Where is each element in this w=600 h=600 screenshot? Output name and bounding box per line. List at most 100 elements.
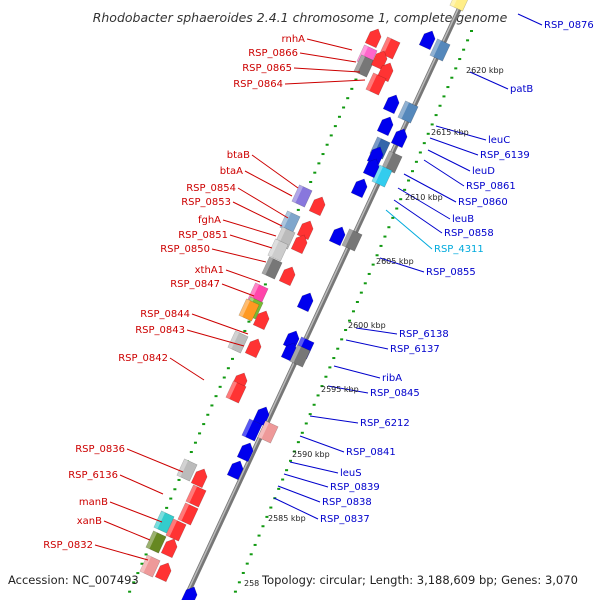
track-dot	[128, 590, 132, 593]
gene-box[interactable]	[176, 458, 198, 482]
gene-box[interactable]	[267, 238, 289, 262]
right-leader-line	[289, 461, 339, 474]
track-dot	[395, 207, 399, 210]
left-leader-line	[306, 38, 353, 51]
right-gene-label[interactable]: leuS	[340, 468, 362, 479]
gene-arrow[interactable]	[390, 126, 409, 149]
gene-box[interactable]	[238, 298, 260, 322]
gene-arrow[interactable]	[290, 232, 309, 255]
left-gene-label[interactable]: RSP_0854	[186, 183, 236, 194]
gene-arrow[interactable]	[296, 218, 315, 241]
gene-arrow[interactable]	[418, 28, 437, 51]
left-gene-label[interactable]: manB	[79, 497, 108, 508]
right-gene-label[interactable]: RSP_0861	[466, 181, 516, 192]
gene-arrow[interactable]	[364, 26, 383, 49]
gene-box[interactable]	[257, 420, 279, 444]
gene-box[interactable]	[261, 256, 283, 280]
gene-arrow[interactable]	[252, 404, 271, 427]
gene-box[interactable]	[177, 502, 199, 526]
left-gene-label[interactable]: RSP_0865	[242, 63, 292, 74]
gene-arrow[interactable]	[190, 466, 209, 489]
track-dot	[342, 106, 346, 109]
left-gene-label[interactable]: xanB	[77, 516, 102, 527]
right-gene-label[interactable]: RSP_0841	[346, 447, 396, 458]
right-gene-label[interactable]: leuC	[488, 135, 510, 146]
track-dot	[237, 581, 241, 584]
right-gene-label[interactable]: RSP_0837	[320, 514, 370, 525]
left-gene-label[interactable]: fghA	[198, 215, 221, 226]
gene-arrow[interactable]	[252, 308, 271, 331]
gene-arrow[interactable]	[180, 584, 199, 600]
right-gene-label[interactable]: RSP_0839	[330, 482, 380, 493]
left-leader-line	[244, 170, 293, 197]
gene-box[interactable]	[397, 100, 419, 124]
gene-box[interactable]	[139, 554, 161, 578]
right-leader-line	[277, 485, 321, 503]
gene-arrow[interactable]	[350, 176, 369, 199]
right-gene-label[interactable]: RSP_6138	[399, 329, 449, 340]
gene-arrow[interactable]	[154, 560, 173, 583]
right-gene-label[interactable]: RSP_0855	[426, 267, 476, 278]
track-dot	[202, 423, 206, 426]
left-gene-label[interactable]: RSP_6136	[68, 470, 118, 481]
gene-arrow[interactable]	[226, 458, 245, 481]
right-gene-label[interactable]: leuD	[472, 166, 495, 177]
right-gene-label[interactable]: RSP_6139	[480, 150, 530, 161]
gene-box[interactable]	[341, 228, 363, 252]
left-gene-label[interactable]: RSP_0853	[181, 197, 231, 208]
right-gene-label[interactable]: patB	[510, 84, 533, 95]
right-gene-label[interactable]: RSP_6212	[360, 418, 410, 429]
right-gene-label[interactable]: RSP_0845	[370, 388, 420, 399]
right-gene-label[interactable]: RSP_0838	[322, 497, 372, 508]
track-dot	[355, 300, 359, 303]
gene-arrow[interactable]	[370, 48, 389, 71]
track-dot	[407, 179, 411, 182]
track-dot	[243, 329, 247, 332]
gene-arrow[interactable]	[308, 194, 327, 217]
right-leader-line	[355, 327, 398, 335]
right-gene-label[interactable]: RSP_0858	[444, 228, 494, 239]
gene-arrow[interactable]	[362, 156, 381, 179]
gene-arrow[interactable]	[382, 92, 401, 115]
left-gene-label[interactable]: RSP_0842	[118, 353, 168, 364]
gene-arrow[interactable]	[278, 264, 297, 287]
left-gene-label[interactable]: RSP_0843	[135, 325, 185, 336]
right-gene-label[interactable]: RSP_6137	[390, 344, 440, 355]
left-gene-label[interactable]: RSP_0844	[140, 309, 190, 320]
gene-box[interactable]	[145, 530, 167, 554]
gene-box[interactable]	[449, 0, 471, 12]
gene-arrow[interactable]	[244, 336, 263, 359]
left-gene-label[interactable]: btaA	[220, 166, 243, 177]
right-gene-label[interactable]: leuB	[452, 214, 474, 225]
left-gene-label[interactable]: RSP_0847	[170, 279, 220, 290]
gene-box[interactable]	[365, 72, 387, 96]
left-gene-label[interactable]: RSP_0851	[178, 230, 228, 241]
gene-box[interactable]	[185, 484, 207, 508]
gene-box[interactable]	[227, 330, 249, 354]
right-gene-label[interactable]: ribA	[382, 373, 402, 384]
gene-box[interactable]	[225, 380, 247, 404]
left-gene-label[interactable]: RSP_0866	[248, 48, 298, 59]
right-gene-label[interactable]: RSP_4311	[434, 244, 484, 255]
gene-arrow[interactable]	[296, 290, 315, 313]
left-gene-label[interactable]: btaB	[227, 150, 250, 161]
left-gene-label[interactable]: RSP_0850	[160, 244, 210, 255]
left-gene-label[interactable]: xthA1	[195, 265, 224, 276]
gene-box[interactable]	[165, 518, 187, 542]
left-gene-label[interactable]: rnhA	[282, 34, 306, 45]
gene-box[interactable]	[429, 38, 451, 62]
gene-arrow[interactable]	[328, 224, 347, 247]
gene-box[interactable]	[241, 418, 263, 442]
gene-box[interactable]	[291, 184, 313, 208]
gene-box[interactable]	[153, 510, 175, 534]
left-gene-label[interactable]: RSP_0864	[233, 79, 283, 90]
left-gene-label[interactable]: RSP_0832	[43, 540, 93, 551]
gene-arrow[interactable]	[236, 440, 255, 463]
gene-arrow[interactable]	[376, 114, 395, 137]
track-dot	[450, 76, 454, 79]
left-gene-label[interactable]: RSP_0836	[75, 444, 125, 455]
right-gene-label[interactable]: RSP_0860	[458, 197, 508, 208]
gene-arrow[interactable]	[160, 536, 179, 559]
gene-box[interactable]	[289, 344, 311, 368]
right-gene-label[interactable]: RSP_0876	[544, 20, 594, 31]
